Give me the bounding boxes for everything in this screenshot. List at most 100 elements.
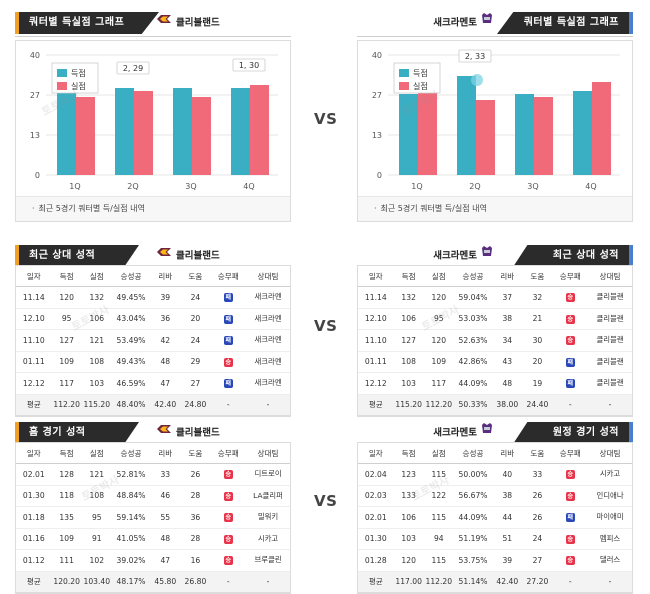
opponent-cell: 클리블랜	[588, 308, 632, 330]
result-cell: 승	[552, 528, 589, 550]
loss-badge-icon: 패	[223, 379, 233, 389]
table-cell: 91	[81, 528, 112, 550]
table-row: 01.30 103 94 51.19% 51 24 승 멤피스	[358, 528, 632, 550]
column-header: 실점	[81, 443, 112, 464]
result-cell: 승	[552, 549, 589, 572]
table-cell: 56.67%	[453, 485, 493, 507]
table-cell: 49.45%	[111, 286, 151, 309]
legend-swatch	[399, 69, 409, 77]
loss-badge-icon: 패	[223, 293, 233, 303]
vs-label: VS	[314, 317, 338, 335]
record-table: 일자 득점 실점 승성공 리바 도움 승무패 상대팀 02.04 123 115 50.00% 40 33…	[358, 443, 632, 593]
average-row: 평균 117.00 112.20 51.14% 42.40 27.20- -	[358, 571, 632, 593]
column-header: 리바	[150, 443, 181, 464]
win-badge-icon: 승	[223, 534, 233, 544]
column-header: 도움	[522, 443, 553, 464]
result-cell: 승	[210, 485, 247, 507]
table-cell: 103	[393, 372, 424, 395]
annotation-label: 2, 29	[123, 64, 143, 73]
table-cell: 01.16	[16, 528, 52, 550]
opponent-cell: 새크라멘	[246, 372, 290, 395]
result-cell: 패	[552, 506, 589, 529]
bar-concede-2Q[interactable]	[476, 100, 495, 175]
bar-score-3Q[interactable]	[515, 94, 534, 175]
bar-concede-3Q[interactable]	[192, 97, 211, 175]
result-cell: 승	[552, 286, 589, 309]
legend-label: 실점	[413, 81, 428, 91]
table-cell: 50.00%	[453, 463, 493, 486]
x-tick-label: 1Q	[69, 182, 80, 191]
table-header-row: 일자 득점 실점 승성공 리바 도움 승무패 상대팀	[16, 443, 290, 464]
annotation-label: 2, 33	[465, 52, 485, 61]
column-header: 리바	[492, 266, 523, 287]
table-cell: 122	[423, 485, 454, 507]
table-cell: 37	[492, 286, 523, 309]
bar-score-4Q[interactable]	[231, 88, 250, 175]
cleveland-cavaliers-logo-icon	[156, 422, 172, 444]
table-row: 12.12 103 117 44.09% 48 19 패 클리블랜	[358, 372, 632, 395]
table-cell: 133	[393, 485, 424, 507]
table-row: 01.11 109 108 49.43% 48 29 승 새크라멘	[16, 351, 290, 373]
bar-concede-1Q[interactable]	[418, 88, 437, 175]
bar-concede-2Q[interactable]	[134, 91, 153, 175]
win-badge-icon: 승	[565, 470, 575, 480]
bar-concede-3Q[interactable]	[534, 97, 553, 175]
bar-score-3Q[interactable]	[173, 88, 192, 175]
legend-swatch	[57, 82, 67, 90]
table-cell: 28	[180, 528, 211, 550]
average-cell: -	[552, 571, 589, 593]
table-row: 11.10 127 121 53.49% 42 24 패 새크라멘	[16, 329, 290, 352]
table-cell: 115	[423, 463, 454, 486]
table-header-row: 일자 득점 실점 승성공 리바 도움 승무패 상대팀	[358, 443, 632, 464]
table-cell: 11.10	[16, 329, 52, 352]
x-tick-label: 2Q	[469, 182, 480, 191]
sacramento-away-record-panel: 새크라멘토 원정 경기 성적 일자 득점 실점 승성공 리바 도움 승무패 상대팀 02.04 1…	[357, 422, 633, 594]
opponent-cell: 새크라멘	[246, 286, 290, 309]
table-cell: 109	[51, 351, 82, 373]
bar-score-4Q[interactable]	[573, 91, 592, 175]
column-header: 상대팀	[246, 266, 290, 287]
table-cell: 106	[393, 506, 424, 529]
bar-score-1Q[interactable]	[57, 91, 76, 175]
result-cell: 승	[210, 549, 247, 572]
bar-concede-1Q[interactable]	[76, 97, 95, 175]
cleveland-quarter-panel: 쿼터별 득실점 그래프 클리블랜드 0 13 27 40 1Q 2Q 3Q 4Q 2, 29 1,…	[15, 12, 291, 222]
table-cell: 117	[51, 372, 82, 395]
table-cell: 48	[150, 351, 181, 373]
sacramento-kings-logo-icon	[481, 12, 493, 34]
bar-score-2Q[interactable]	[115, 88, 134, 175]
table-cell: 123	[393, 463, 424, 486]
result-cell: 승	[552, 329, 589, 352]
panel-tab-title: 최근 상대 성적	[15, 245, 139, 267]
table-cell: 30	[522, 329, 553, 352]
average-cell: 50.33%	[453, 394, 493, 416]
x-tick-label: 3Q	[527, 182, 538, 191]
table-cell: 36	[150, 308, 181, 330]
record-table-box: 일자 득점 실점 승성공 리바 도움 승무패 상대팀 11.14 120 132 49.45% 39 24…	[15, 265, 291, 417]
table-cell: 12.12	[358, 372, 394, 395]
average-cell: -	[588, 394, 632, 416]
column-header: 승무패	[210, 266, 247, 287]
table-cell: 51.19%	[453, 528, 493, 550]
column-header: 득점	[51, 266, 82, 287]
average-cell: 103.40	[81, 571, 112, 593]
table-cell: 94	[423, 528, 454, 550]
bar-score-2Q[interactable]	[457, 76, 476, 175]
bar-concede-4Q[interactable]	[250, 85, 269, 175]
table-cell: 32	[522, 286, 553, 309]
result-cell: 패	[210, 308, 247, 330]
table-cell: 26	[522, 506, 553, 529]
bar-score-1Q[interactable]	[399, 94, 418, 175]
x-tick-label: 4Q	[243, 182, 254, 191]
column-header: 득점	[51, 443, 82, 464]
column-header: 실점	[423, 266, 454, 287]
average-cell: 42.40	[150, 394, 181, 416]
opponent-cell: 인디애나	[588, 485, 632, 507]
sacramento-kings-logo-icon	[481, 245, 493, 267]
bar-concede-4Q[interactable]	[592, 82, 611, 175]
column-header: 승성공	[453, 443, 493, 464]
result-cell: 승	[210, 528, 247, 550]
